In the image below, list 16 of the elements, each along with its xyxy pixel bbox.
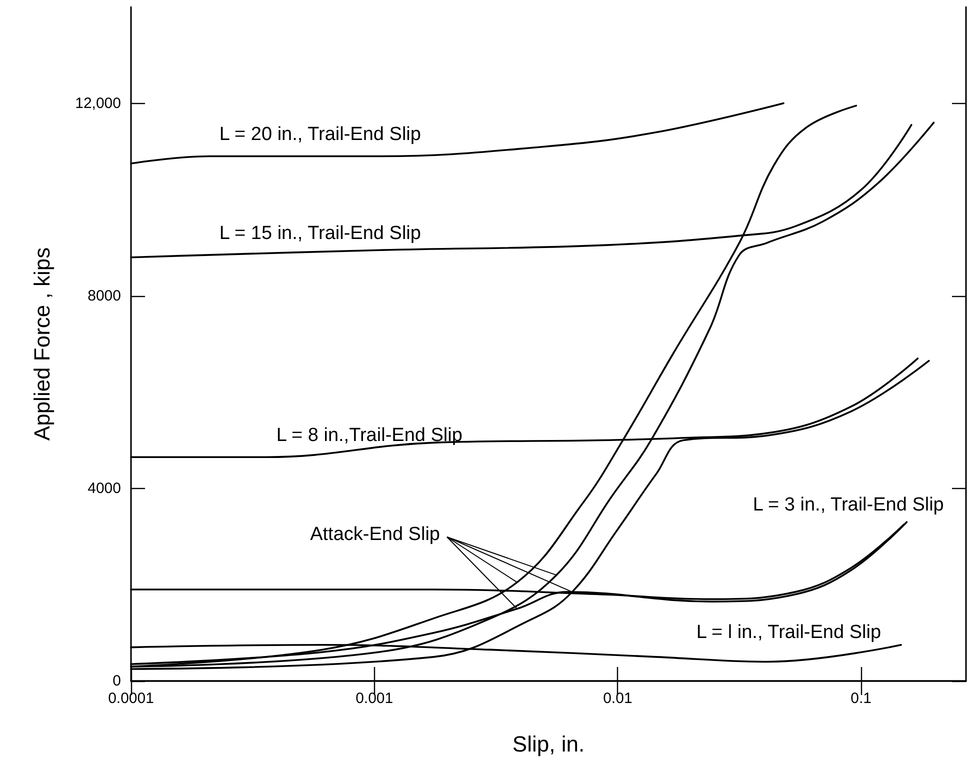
annotation: Attack-End Slip: [310, 524, 440, 545]
y-tick-label: 8000: [88, 287, 121, 304]
series-label: L = 20 in., Trail-End Slip: [219, 124, 421, 146]
x-tick-label: 0.001: [356, 690, 394, 707]
y-tick-label: 4000: [88, 480, 121, 497]
y-tick-label: 12,000: [75, 94, 121, 112]
x-tick-label: 0.1: [850, 690, 872, 707]
x-tick-label: 0.01: [603, 690, 632, 707]
y-axis-title: Applied Force , kips: [30, 247, 54, 441]
x-axis-title: Slip, in.: [512, 732, 585, 756]
x-tick-label: 0.0001: [108, 690, 154, 707]
series-label: L = 8 in.,Trail-End Slip: [276, 425, 462, 446]
series-label: L = 15 in., Trail-End Slip: [219, 222, 421, 244]
series-label: L = l in., Trail-End Slip: [696, 622, 882, 643]
legend-label: L = 3 in., Trail-End Slip: [752, 494, 944, 516]
y-tick-label: 0: [112, 672, 121, 690]
